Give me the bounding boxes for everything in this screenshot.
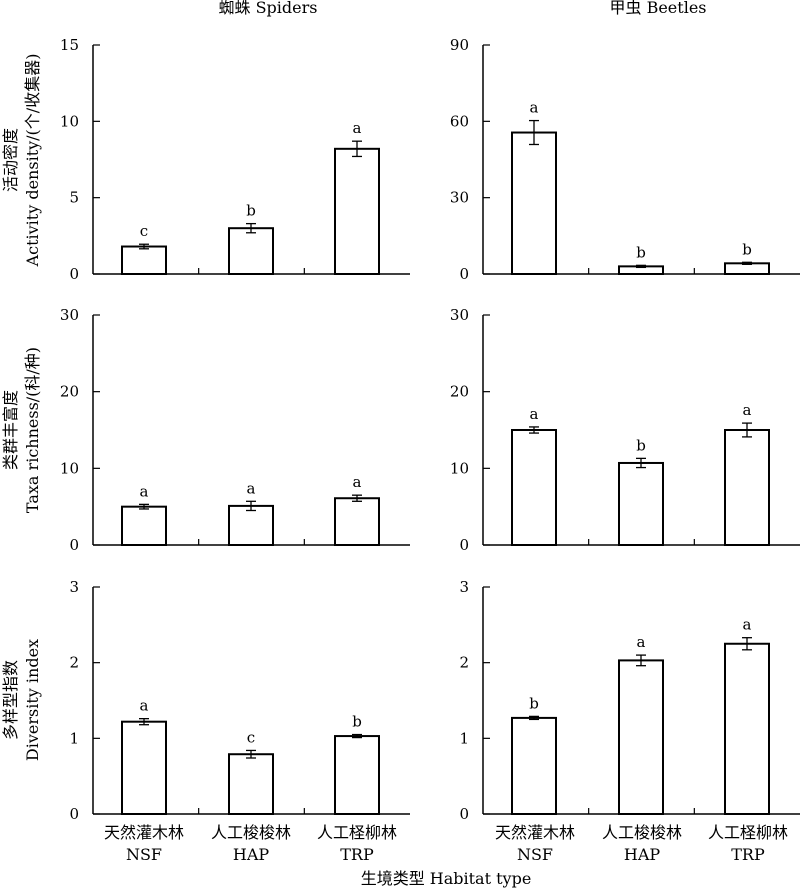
ylabel-row-1: 活动密度 Activity density/(个/收集器) [1, 54, 42, 268]
significance-label: a [637, 633, 646, 651]
bar-hap [618, 659, 664, 815]
significance-label: a [743, 616, 752, 634]
significance-label: c [247, 728, 255, 746]
y-tick-label: 5 [69, 189, 79, 207]
column-title-beetles: 甲虫 Beetles [609, 0, 706, 17]
category-label-en: TRP [340, 845, 374, 864]
y-tick-label: 1 [459, 729, 469, 747]
y-tick-label: 0 [69, 265, 79, 283]
y-tick-label: 2 [459, 654, 469, 672]
panel-spiders-row-2: 0 10 20 30 a a a [60, 306, 410, 554]
significance-label: c [140, 222, 148, 240]
ylabel-row-2-en: Taxa richness/(科/种) [23, 347, 42, 513]
significance-label: a [743, 401, 752, 419]
x-category-labels-right: 天然灌木林 人工梭梭林 人工柽柳林 NSF HAP TRP [495, 823, 788, 864]
ylabel-row-1-en: Activity density/(个/收集器) [23, 54, 42, 268]
bar-nsf [121, 505, 167, 546]
significance-label: b [529, 694, 539, 712]
y-tick-label: 20 [60, 383, 79, 401]
panel-beetles-row-2: 0 10 20 30 a b a [450, 306, 800, 554]
y-tick-label: 0 [459, 536, 469, 554]
significance-label: a [140, 697, 149, 715]
y-tick-label: 10 [60, 112, 79, 130]
column-title-spiders: 蜘蛛 Spiders [219, 0, 318, 17]
bar-nsf [121, 245, 167, 276]
panel-beetles-row-1: 0 30 60 90 a b b [450, 36, 800, 283]
category-label-en: TRP [731, 845, 765, 864]
panel-spiders-row-1: 0 5 10 15 c b a [60, 36, 410, 283]
bar-hap [618, 461, 664, 547]
bar-nsf [121, 720, 167, 815]
significance-label: a [140, 482, 149, 500]
category-label-cn: 人工梭梭林 [211, 823, 291, 842]
significance-label: a [530, 405, 539, 423]
significance-label: b [636, 436, 646, 454]
bar-hap [228, 227, 274, 275]
significance-label: a [353, 119, 362, 137]
y-tick-label: 10 [450, 459, 469, 477]
significance-label: b [636, 243, 646, 261]
significance-label: a [530, 99, 539, 117]
y-tick-label: 30 [450, 306, 469, 324]
x-category-labels-left: 天然灌木林 人工梭梭林 人工柽柳林 NSF HAP TRP [104, 823, 397, 864]
ylabel-row-2: 类群丰富度 Taxa richness/(科/种) [1, 347, 42, 513]
bar-hap [228, 504, 274, 546]
y-tick-label: 0 [459, 805, 469, 823]
y-tick-label: 0 [69, 536, 79, 554]
category-label-en: NSF [517, 845, 553, 864]
category-label-en: NSF [126, 845, 162, 864]
category-label-cn: 天然灌木林 [495, 823, 575, 842]
panel-spiders-row-3: 0 1 2 3 a c b [69, 578, 410, 823]
bar-trp [724, 429, 770, 546]
y-tick-label: 0 [69, 805, 79, 823]
significance-label: b [246, 202, 256, 220]
ylabel-row-2-cn: 类群丰富度 [1, 390, 20, 470]
x-axis-title: 生境类型 Habitat type [361, 869, 532, 888]
ylabel-row-3-cn: 多样型指数 [1, 660, 20, 740]
significance-label: b [352, 713, 362, 731]
y-tick-label: 90 [450, 36, 469, 54]
y-tick-label: 20 [450, 383, 469, 401]
bar-nsf [511, 429, 557, 546]
bar-nsf [511, 131, 557, 275]
bar-trp [334, 147, 380, 276]
y-tick-label: 2 [69, 654, 79, 672]
significance-label: a [353, 473, 362, 491]
y-tick-label: 10 [60, 459, 79, 477]
significance-label: b [742, 240, 752, 258]
category-label-en: HAP [233, 845, 270, 864]
bar-trp [334, 735, 380, 816]
category-label-cn: 人工柽柳林 [708, 823, 788, 842]
y-tick-label: 3 [69, 578, 79, 596]
ylabel-row-3: 多样型指数 Diversity index [1, 639, 42, 761]
y-tick-label: 15 [60, 36, 79, 54]
ylabel-row-1-cn: 活动密度 [1, 128, 20, 192]
bar-hap [228, 753, 274, 815]
significance-label: a [247, 479, 256, 497]
y-tick-label: 3 [459, 578, 469, 596]
category-label-cn: 人工梭梭林 [602, 823, 682, 842]
bar-trp [724, 642, 770, 815]
y-tick-label: 60 [450, 112, 469, 130]
y-tick-label: 1 [69, 729, 79, 747]
category-label-en: HAP [624, 845, 661, 864]
ylabel-row-3-en: Diversity index [23, 639, 42, 761]
y-tick-label: 0 [459, 265, 469, 283]
y-tick-label: 30 [60, 306, 79, 324]
category-label-cn: 人工柽柳林 [317, 823, 397, 842]
panel-beetles-row-3: 0 1 2 3 b a a [459, 578, 800, 823]
category-label-cn: 天然灌木林 [104, 823, 184, 842]
bar-trp [334, 497, 380, 547]
y-tick-label: 30 [450, 189, 469, 207]
bar-nsf [511, 716, 557, 815]
